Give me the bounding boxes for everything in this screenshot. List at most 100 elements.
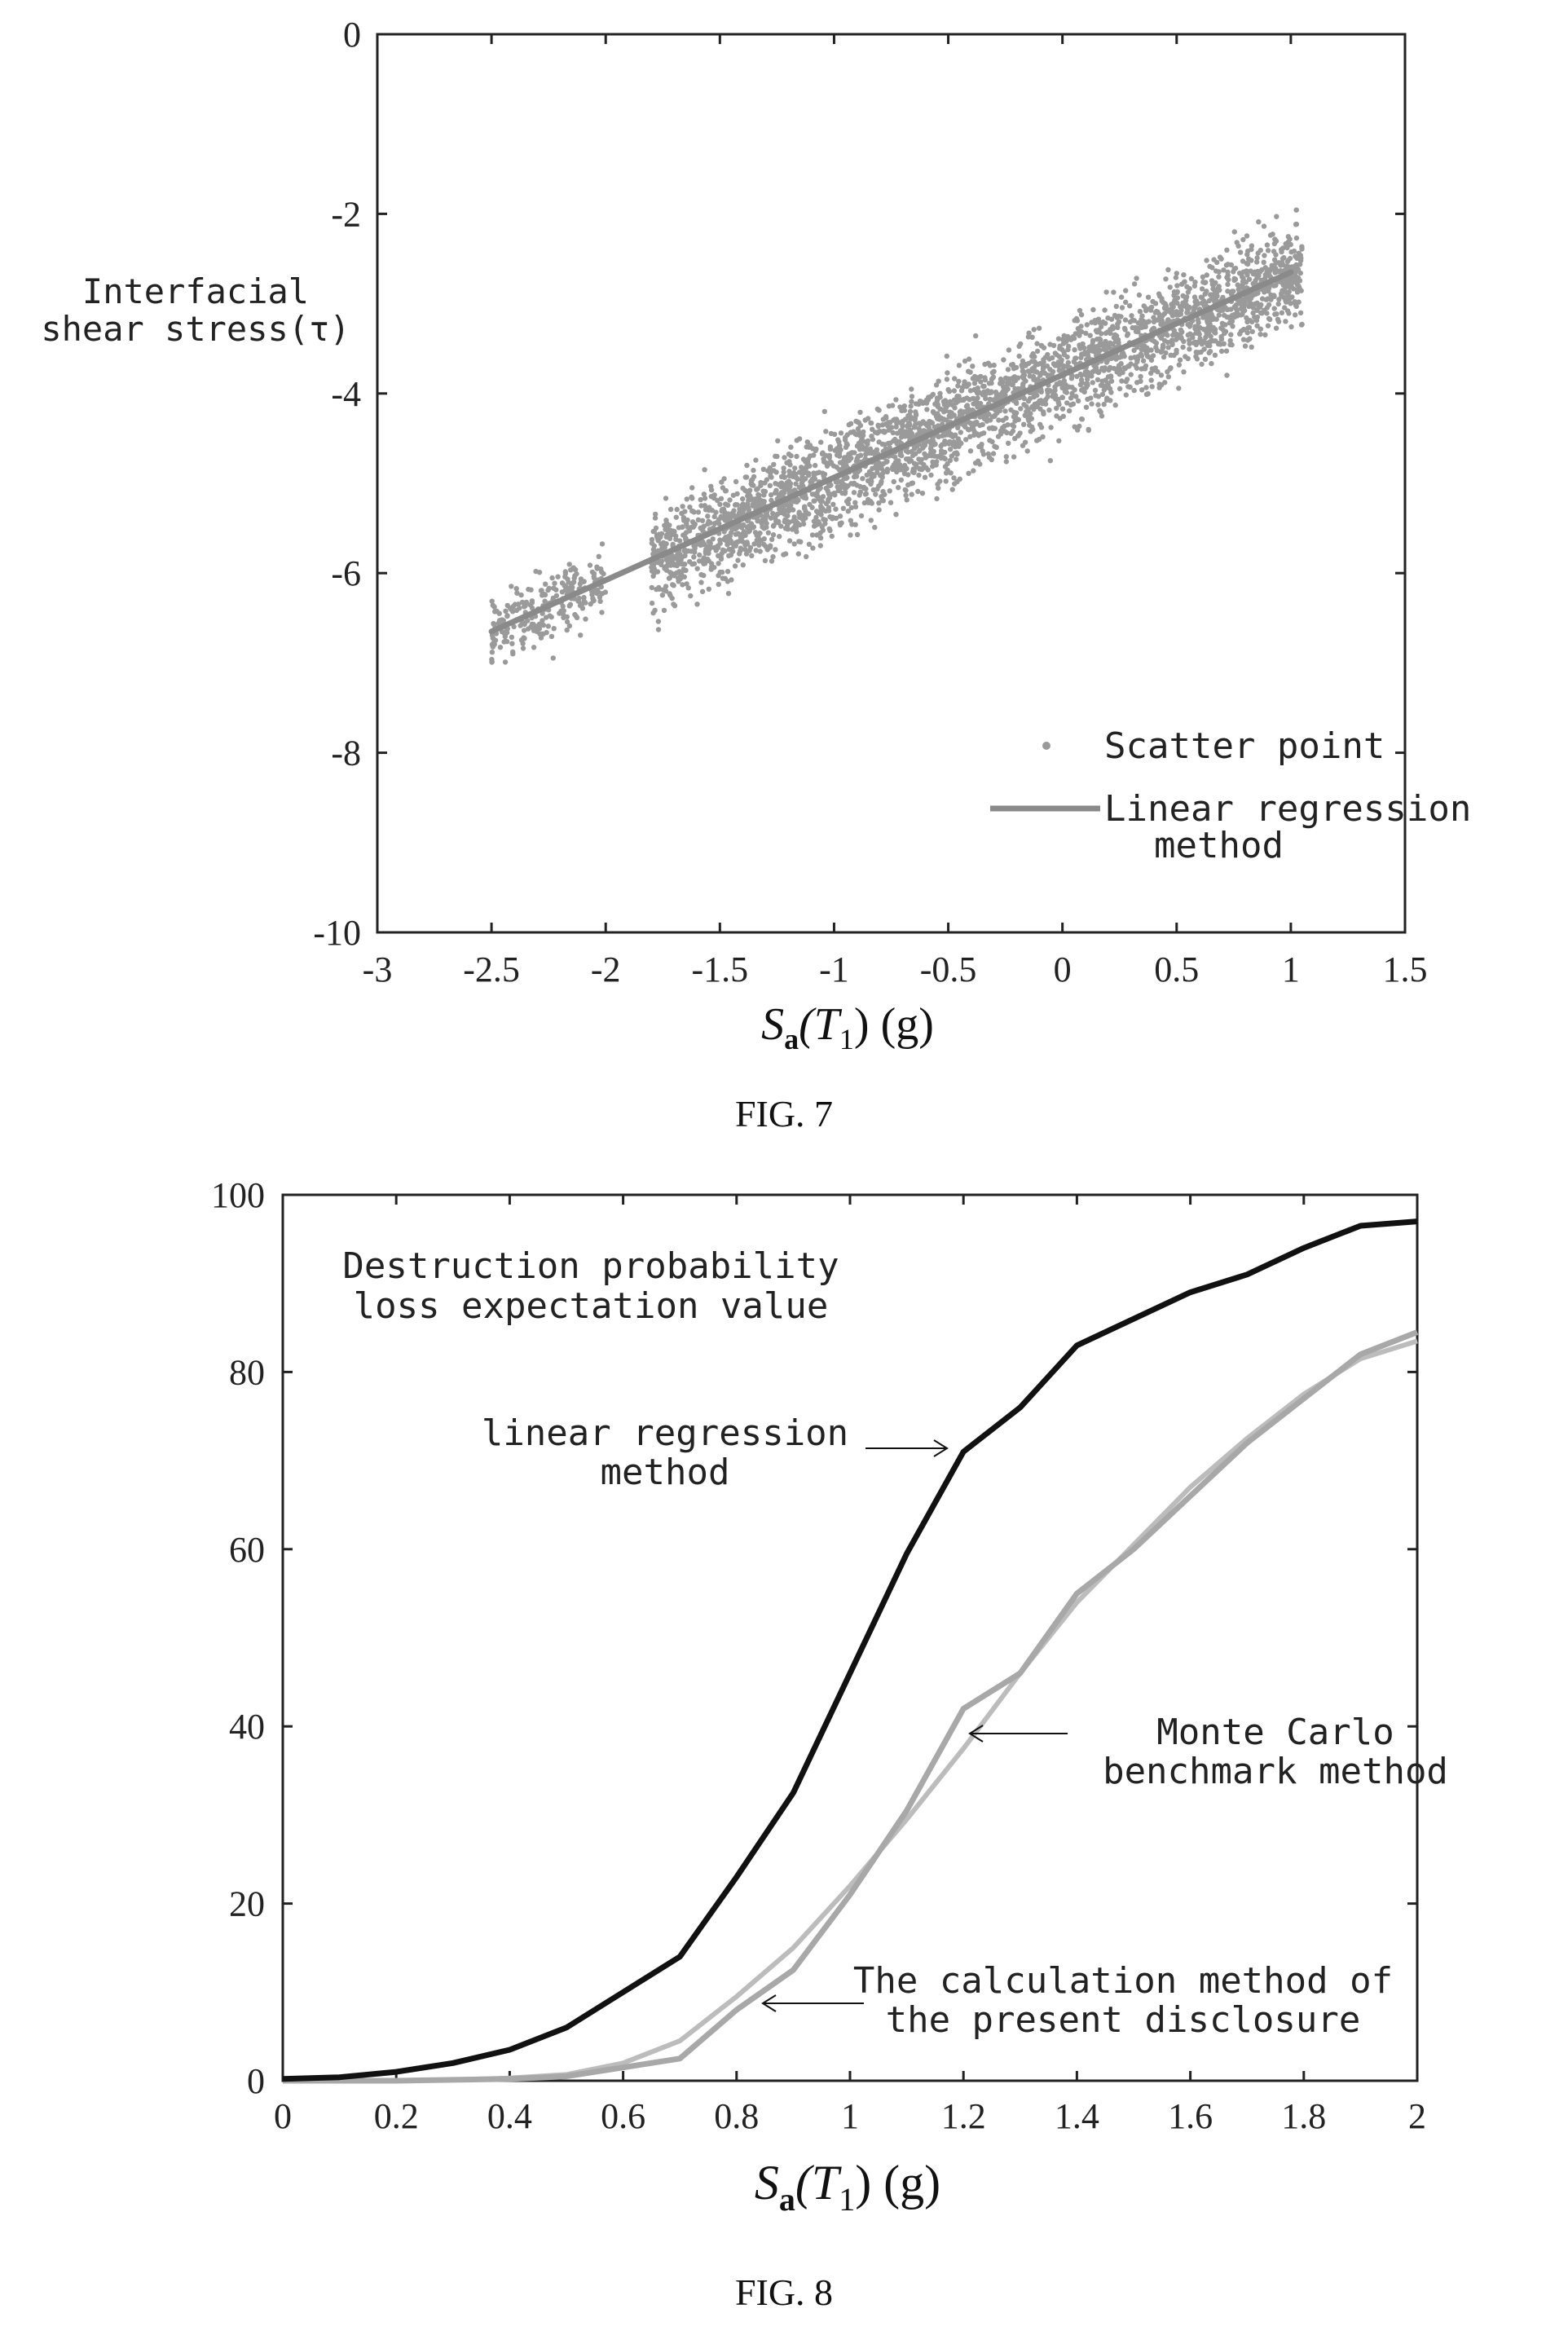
- scatter-point: [899, 431, 905, 437]
- scatter-point: [1163, 350, 1169, 356]
- scatter-point: [547, 613, 553, 619]
- scatter-point: [1006, 440, 1011, 446]
- scatter-point: [1061, 378, 1068, 384]
- scatter-point: [541, 591, 548, 597]
- scatter-point: [1240, 284, 1246, 290]
- scatter-point: [1271, 257, 1278, 262]
- scatter-point: [674, 506, 680, 513]
- annotation-calculation-method: The calculation method of the present di…: [761, 1960, 1393, 2041]
- scatter-point: [949, 487, 955, 492]
- scatter-point: [677, 574, 683, 579]
- scatter-point: [1199, 361, 1205, 368]
- scatter-point: [536, 570, 543, 575]
- scatter-point: [1176, 386, 1182, 391]
- scatter-point: [509, 641, 515, 646]
- scatter-point: [1165, 267, 1171, 273]
- x-tick-label: 0.8: [714, 2096, 759, 2136]
- scatter-point: [1247, 336, 1253, 341]
- scatter-point: [667, 506, 674, 513]
- scatter-point: [1150, 298, 1156, 305]
- scatter-point: [1299, 244, 1305, 249]
- scatter-point: [703, 546, 709, 553]
- scatter-point: [566, 562, 572, 567]
- scatter-point: [599, 541, 606, 547]
- annotation-mc-text-1: Monte Carlo: [1156, 1712, 1394, 1753]
- x-tick-labels: -3 -2.5 -2 -1.5 -1 -0.5 0 0.5 1 1.5: [363, 949, 1428, 989]
- scatter-point: [727, 547, 733, 553]
- scatter-point: [1090, 337, 1096, 343]
- scatter-point: [716, 573, 721, 579]
- y-tick-label: -2: [331, 194, 361, 234]
- scatter-point: [1207, 342, 1213, 349]
- scatter-point: [781, 469, 786, 475]
- scatter-point: [799, 483, 805, 489]
- scatter-point: [561, 615, 566, 620]
- scatter-point: [650, 610, 656, 616]
- scatter-point: [671, 601, 676, 607]
- scatter-point: [1174, 347, 1179, 353]
- scatter-point: [1255, 250, 1261, 256]
- scatter-point: [1264, 242, 1271, 248]
- scatter-point: [869, 500, 875, 506]
- scatter-point: [1056, 354, 1063, 359]
- scatter-point: [952, 451, 958, 456]
- scatter-point: [594, 590, 600, 597]
- scatter-point: [865, 478, 871, 484]
- scatter-point: [597, 598, 603, 604]
- scatter-point: [676, 579, 681, 584]
- legend: Scatter point Linear regression method: [990, 725, 1471, 866]
- scatter-point: [1209, 338, 1214, 344]
- scatter-point: [1297, 253, 1304, 258]
- scatter-point: [998, 428, 1004, 434]
- scatter-point: [1257, 269, 1263, 275]
- scatter-point: [1259, 296, 1266, 302]
- scatter-point: [813, 522, 818, 528]
- scatter-point: [1037, 421, 1043, 427]
- scatter-point: [773, 453, 778, 459]
- scatter-point: [775, 438, 781, 444]
- scatter-point: [1143, 391, 1150, 397]
- scatter-point: [1025, 368, 1031, 374]
- scatter-point: [1218, 334, 1224, 340]
- scatter-point: [676, 538, 683, 544]
- scatter-point: [1293, 253, 1298, 259]
- scatter-point: [1024, 408, 1029, 415]
- scatter-point: [913, 409, 918, 415]
- plot-frame: [281, 1193, 1419, 2082]
- scatter-point: [1136, 292, 1143, 298]
- scatter-point: [964, 384, 970, 390]
- scatter-point: [1187, 346, 1192, 352]
- scatter-point: [1094, 368, 1099, 374]
- scatter-point: [1092, 387, 1099, 394]
- scatter-point: [1011, 409, 1017, 416]
- scatter-point: [958, 408, 964, 414]
- scatter-point: [1148, 307, 1154, 313]
- scatter-point: [945, 370, 950, 376]
- scatter-point: [1248, 295, 1254, 301]
- scatter-point: [1297, 310, 1304, 316]
- scatter-point: [921, 465, 927, 471]
- scatter-point: [1216, 269, 1222, 275]
- scatter-point: [1006, 379, 1012, 386]
- scatter-point: [763, 544, 769, 549]
- scatter-point: [744, 541, 751, 547]
- scatter-point: [751, 498, 756, 504]
- scatter-point: [787, 462, 793, 468]
- scatter-point: [741, 522, 747, 528]
- scatter-point: [844, 442, 850, 448]
- scatter-point: [587, 562, 593, 568]
- y-tick-label: -10: [313, 913, 361, 953]
- scatter-point: [967, 388, 974, 394]
- scatter-point: [676, 550, 681, 556]
- scatter-point: [868, 471, 874, 477]
- scatter-point: [511, 623, 517, 630]
- scatter-point: [945, 460, 950, 467]
- scatter-point: [957, 476, 962, 482]
- scatter-point: [509, 606, 514, 613]
- scatter-point: [1165, 307, 1170, 313]
- scatter-point: [1143, 324, 1148, 330]
- scatter-point: [831, 431, 838, 438]
- scatter-point: [1192, 280, 1198, 285]
- scatter-point: [993, 389, 999, 395]
- scatter-point: [1119, 350, 1125, 357]
